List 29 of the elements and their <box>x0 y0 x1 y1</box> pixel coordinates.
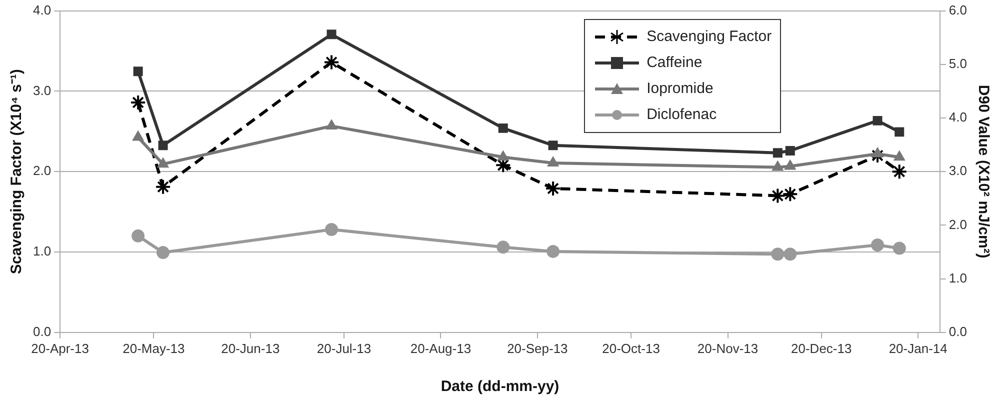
legend-label: Caffeine <box>646 54 702 72</box>
y-tick-label: 2.0 <box>32 163 52 178</box>
y-tick-label: 4.0 <box>32 2 52 18</box>
y2-tick-label: 3.0 <box>948 163 968 178</box>
y-tick-label: 0.0 <box>32 324 52 339</box>
y2-tick-label: 4.0 <box>948 110 968 125</box>
y-tick-label: 1.0 <box>32 244 52 259</box>
legend-label: Iopromide <box>646 80 714 98</box>
y2-tick-label: 6.0 <box>948 2 968 18</box>
x-tick-label: 20-Sep-13 <box>507 340 568 356</box>
y-axis-title: Scavenging Factor (X10⁴ s⁻¹) <box>8 69 26 274</box>
x-tick-label: 20-Jan-14 <box>888 340 948 356</box>
x-tick-label: 20-Aug-13 <box>410 340 472 356</box>
x-tick-label: 20-Apr-13 <box>31 340 89 356</box>
y2-tick-label: 2.0 <box>948 216 968 232</box>
y2-axis-title: D90 Value (X10² mJ/cm²) <box>974 84 992 258</box>
x-tick-label: 20-Jun-13 <box>221 340 280 356</box>
x-tick-label: 20-Jul-13 <box>316 340 372 356</box>
y-tick-label: 3.0 <box>32 82 52 98</box>
x-axis-title: Date (dd-mm-yy) <box>440 378 560 396</box>
y2-tick-label: 5.0 <box>948 56 968 71</box>
x-tick-label: 20-Dec-13 <box>791 340 852 356</box>
x-tick-label: 20-Nov-13 <box>697 340 758 356</box>
legend-label: Scavenging Factor <box>646 28 772 46</box>
x-tick-label: 20-May-13 <box>122 340 185 356</box>
y2-tick-label: 1.0 <box>948 270 968 286</box>
y2-tick-label: 0.0 <box>948 324 968 339</box>
legend-label: Diclofenac <box>646 106 717 124</box>
x-tick-label: 20-Oct-13 <box>602 340 660 356</box>
